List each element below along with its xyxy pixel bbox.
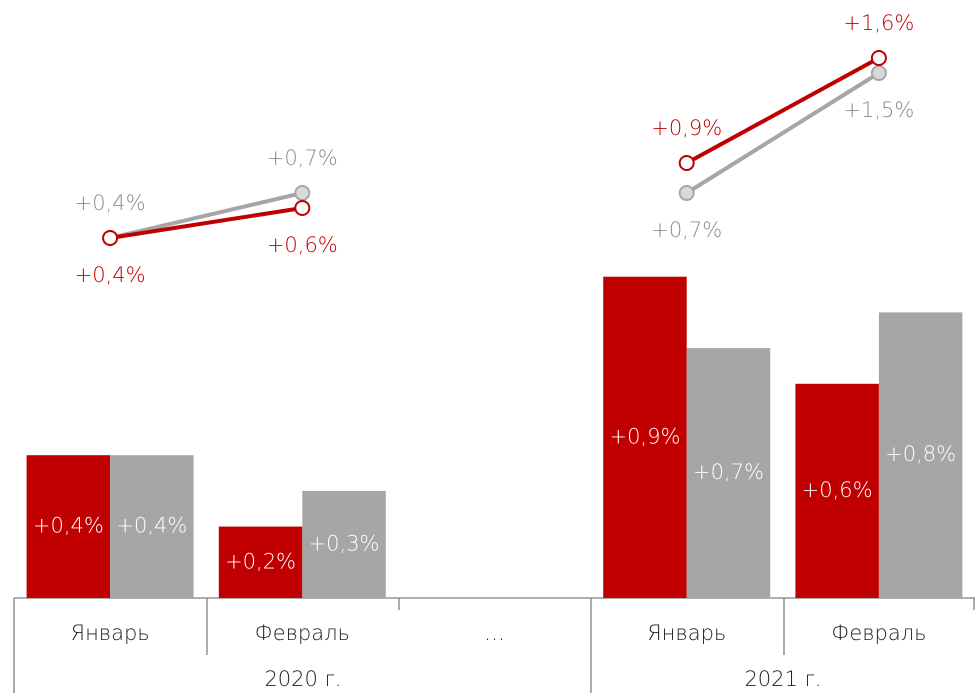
bar-label: +0,3%	[309, 531, 380, 555]
line-marker	[870, 50, 887, 66]
category-label: …	[484, 621, 505, 645]
line	[109, 56, 880, 240]
bar-label: +0,4%	[33, 514, 104, 538]
line-marker	[678, 155, 695, 171]
category-label: Февраль	[255, 621, 350, 645]
group-label: 2021 г.	[744, 667, 821, 691]
line-label: +0,7%	[267, 146, 338, 170]
line-marker	[294, 185, 311, 201]
line-marker	[678, 185, 695, 201]
category-label: Январь	[70, 621, 149, 645]
bar	[603, 276, 687, 598]
line-marker	[870, 65, 887, 81]
line-label: +0,6%	[267, 233, 338, 257]
bar	[218, 526, 303, 598]
line-label: +0,9%	[651, 116, 722, 140]
bar	[302, 490, 386, 598]
category-label: Январь	[647, 621, 726, 645]
line-label: +1,5%	[843, 98, 914, 122]
bar-label: +0,4%	[116, 514, 187, 538]
bar-label: +0,9%	[609, 424, 680, 448]
bar-label: +0,7%	[693, 460, 764, 484]
line-label: +0,4%	[75, 263, 146, 287]
line-label: +0,4%	[75, 191, 146, 215]
bar-label: +0,6%	[802, 478, 873, 502]
category-label: Февраль	[831, 621, 926, 645]
line	[109, 71, 880, 240]
line-label: +0,7%	[651, 218, 722, 242]
group-label: 2020 г.	[264, 667, 341, 691]
bar	[795, 383, 879, 598]
bar-label: +0,2%	[225, 549, 296, 573]
line-marker	[294, 200, 311, 216]
bar	[26, 455, 111, 598]
line-marker	[102, 230, 119, 246]
bar-label: +0,8%	[885, 442, 956, 466]
bar	[686, 348, 771, 598]
bar	[878, 312, 963, 598]
line-label: +1,6%	[843, 11, 914, 35]
bar	[110, 455, 194, 598]
